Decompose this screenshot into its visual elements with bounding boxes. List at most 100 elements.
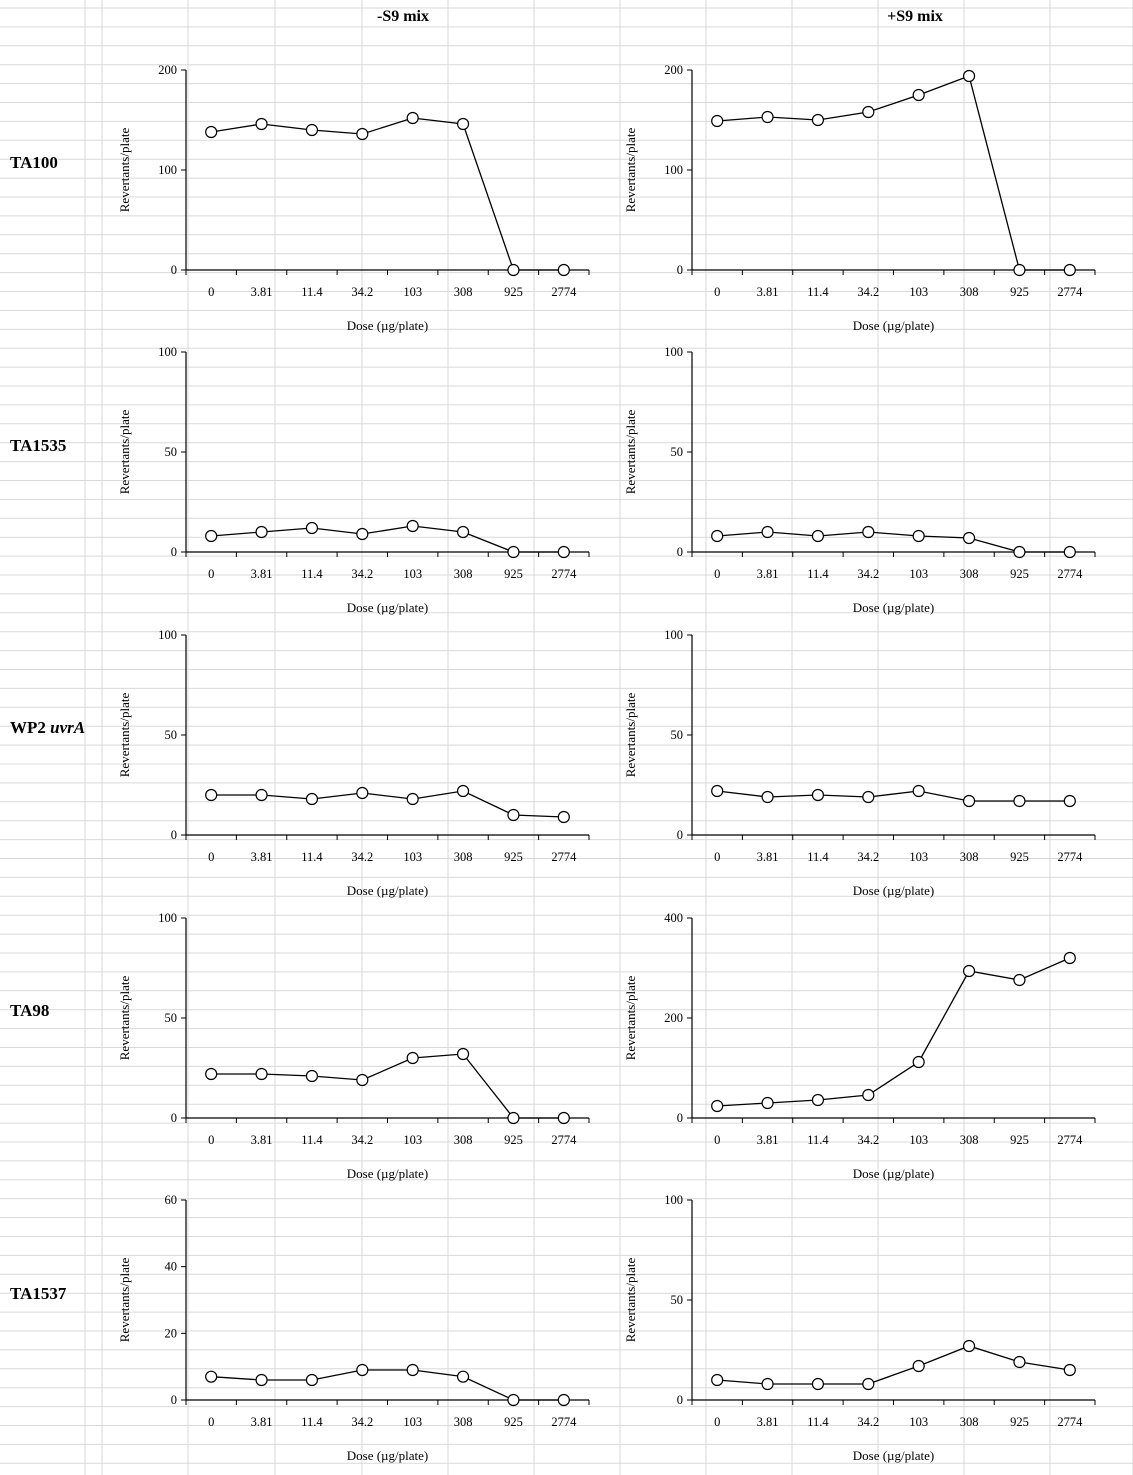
data-point — [1063, 951, 1076, 965]
x-axis-title: Dose (µg/plate) — [853, 1166, 935, 1181]
x-tick-label: 925 — [1010, 850, 1029, 864]
data-point — [761, 110, 774, 124]
data-point — [305, 1373, 319, 1387]
column-header-minus-s9: -S9 mix — [377, 8, 429, 25]
x-tick-label: 3.81 — [251, 1133, 273, 1147]
data-point — [711, 529, 724, 543]
y-axis-title: Revertants/plate — [117, 693, 132, 778]
x-tick-label: 2774 — [551, 850, 577, 864]
x-tick-label: 11.4 — [301, 850, 323, 864]
x-tick-label: 925 — [504, 567, 523, 581]
data-point — [255, 525, 268, 539]
data-point — [811, 1093, 825, 1107]
data-point — [406, 111, 419, 125]
x-tick-label: 103 — [909, 567, 928, 581]
data-point — [456, 117, 470, 131]
row-label-ta100: TA100 — [10, 153, 58, 173]
column-header-plus-s9: +S9 mix — [887, 8, 943, 25]
data-point — [356, 786, 369, 800]
y-tick-label: 100 — [664, 628, 683, 642]
y-tick-label: 60 — [165, 1193, 178, 1207]
series-line — [211, 790, 564, 818]
x-tick-label: 308 — [454, 567, 473, 581]
x-tick-label: 0 — [208, 567, 214, 581]
row-label-text: TA98 — [10, 1001, 50, 1020]
series-line — [717, 1345, 1070, 1385]
data-point — [356, 1363, 369, 1377]
y-axis-title: Revertants/plate — [623, 128, 638, 213]
y-tick-label: 400 — [664, 911, 683, 925]
data-point — [507, 808, 520, 822]
data-point — [557, 263, 570, 277]
data-point — [205, 529, 218, 543]
chart-panel-ta1537-plus: 0 50 100 0 3.81 11.4 34.2 103 308 925 2774 Dose (µg… — [620, 1178, 1120, 1468]
y-tick-label: 200 — [158, 63, 177, 77]
y-axis-title: Revertants/plate — [623, 976, 638, 1061]
x-tick-label: 11.4 — [301, 1415, 323, 1429]
x-tick-label: 34.2 — [351, 285, 373, 299]
row-label-text: WP2 — [10, 718, 51, 737]
data-point — [711, 1373, 724, 1387]
x-tick-label: 2774 — [551, 285, 577, 299]
x-tick-label: 34.2 — [857, 850, 879, 864]
x-tick-label: 2774 — [1057, 1133, 1083, 1147]
x-tick-label: 2774 — [1057, 1415, 1083, 1429]
x-tick-label: 34.2 — [351, 1415, 373, 1429]
x-axis-title: Dose (µg/plate) — [347, 1448, 429, 1463]
x-tick-label: 11.4 — [807, 1415, 829, 1429]
data-point — [711, 784, 724, 798]
chart-panel-wp2-minus: 0 50 100 0 3.81 11.4 34.2 103 308 925 2774 Dose (µg… — [114, 613, 614, 903]
row-label-ta1535: TA1535 — [10, 436, 66, 456]
x-tick-label: 103 — [403, 1415, 422, 1429]
data-point — [761, 525, 774, 539]
data-point — [557, 1111, 570, 1125]
data-point — [255, 1373, 268, 1387]
x-axis-title: Dose (µg/plate) — [347, 600, 429, 615]
y-tick-label: 40 — [165, 1260, 178, 1274]
data-point — [305, 792, 319, 806]
data-point — [761, 1096, 774, 1110]
x-tick-label: 0 — [714, 850, 720, 864]
x-tick-label: 0 — [714, 567, 720, 581]
y-tick-label: 0 — [171, 1111, 177, 1125]
chart-ta100-plus: 0 100 200 0 3.81 11.4 34.2 103 308 925 2774 Dose (µ… — [623, 63, 1096, 333]
data-point — [255, 117, 268, 131]
chart-panel-ta100-plus: 0 100 200 0 3.81 11.4 34.2 103 308 925 2774 Dose (µ… — [620, 48, 1120, 338]
row-label-ta1537: TA1537 — [10, 1284, 66, 1304]
x-tick-label: 11.4 — [301, 1133, 323, 1147]
y-tick-label: 100 — [664, 163, 683, 177]
x-tick-label: 0 — [208, 285, 214, 299]
series-line — [717, 957, 1071, 1107]
chart-panel-ta98-minus: 0 50 100 0 3.81 11.4 34.2 103 308 925 2774 Dose (µg… — [114, 896, 614, 1186]
y-tick-label: 0 — [171, 545, 177, 559]
x-tick-label: 2774 — [551, 1133, 577, 1147]
data-point — [1013, 973, 1026, 987]
data-point — [912, 1055, 925, 1069]
data-point — [862, 1088, 875, 1102]
chart-ta98-plus: 0 200 400 0 3.81 11.4 34.2 103 308 925 2774 Dose (µ… — [623, 911, 1096, 1181]
y-axis-title: Revertants/plate — [623, 410, 638, 495]
x-tick-label: 308 — [454, 285, 473, 299]
x-tick-label: 11.4 — [301, 567, 323, 581]
x-tick-label: 11.4 — [807, 285, 829, 299]
data-point — [761, 790, 774, 804]
chart-ta1535-plus: 0 50 100 0 3.81 11.4 34.2 103 308 925 2774 Dose (µg… — [623, 345, 1096, 615]
chart-panel-wp2-plus: 0 50 100 0 3.81 11.4 34.2 103 308 925 2774 Dose (µg… — [620, 613, 1120, 903]
y-tick-label: 0 — [677, 545, 683, 559]
x-tick-label: 925 — [1010, 285, 1029, 299]
series-line — [211, 1369, 564, 1401]
data-point — [205, 1370, 218, 1383]
data-point — [1063, 263, 1076, 277]
x-tick-label: 308 — [454, 850, 473, 864]
x-tick-label: 103 — [909, 1415, 928, 1429]
data-point — [811, 529, 825, 543]
y-tick-label: 100 — [158, 163, 177, 177]
x-tick-label: 308 — [454, 1415, 473, 1429]
chart-wp2-minus: 0 50 100 0 3.81 11.4 34.2 103 308 925 2774 Dose (µg… — [117, 628, 590, 898]
chart-ta1537-minus: 0 20 40 60 0 3.81 11.4 34.2 103 308 925 2774 Dose (µ… — [117, 1193, 590, 1463]
y-axis-title: Revertants/plate — [117, 976, 132, 1061]
chart-panel-ta100-minus: 0 100 200 0 3.81 11.4 34.2 103 308 925 2774 Dose (µ… — [114, 48, 614, 338]
series-line — [211, 117, 564, 271]
x-tick-label: 2774 — [551, 1415, 577, 1429]
